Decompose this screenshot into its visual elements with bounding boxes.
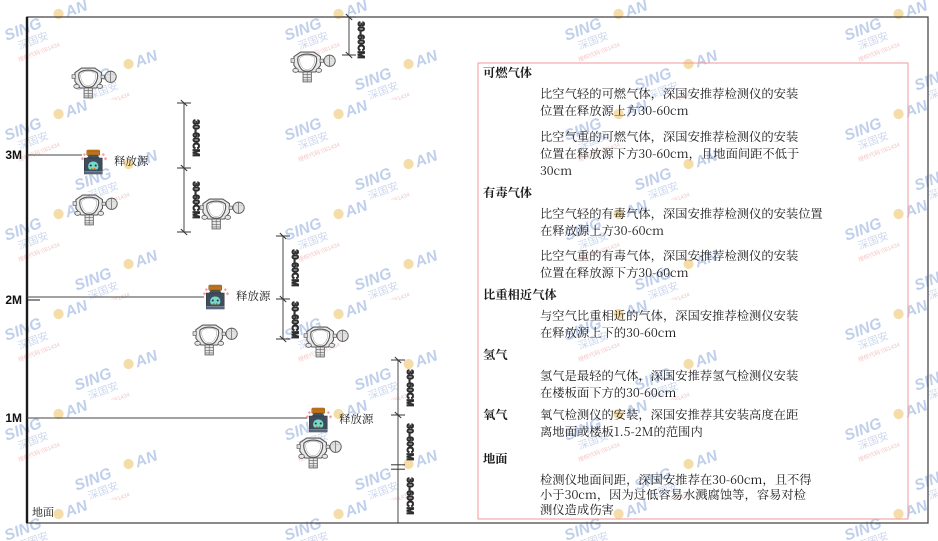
svg-text:1M: 1M	[5, 411, 22, 425]
svg-text:比空气重的可燃气体，深国安推荐检测仪的安装: 比空气重的可燃气体，深国安推荐检测仪的安装	[540, 127, 798, 145]
svg-text:氧气: 氧气	[483, 405, 508, 423]
svg-text:比空气重的有毒气体，深国安推荐检测仪的安装: 比空气重的有毒气体，深国安推荐检测仪的安装	[540, 246, 798, 264]
svg-text:释放源: 释放源	[339, 411, 374, 427]
svg-text:有毒气体: 有毒气体	[483, 183, 533, 201]
svg-text:2M: 2M	[5, 293, 22, 307]
svg-text:释放源: 释放源	[236, 288, 271, 304]
svg-text:离地面或楼板1.5-2M的范围内: 离地面或楼板1.5-2M的范围内	[540, 422, 703, 440]
svg-text:地面: 地面	[483, 449, 508, 467]
svg-text:氧气检测仪的安装，深国安推荐其安装高度在距: 氧气检测仪的安装，深国安推荐其安装高度在距	[540, 405, 798, 423]
svg-text:可燃气体: 可燃气体	[483, 63, 533, 81]
svg-text:在楼板面下方的30-60cm: 在楼板面下方的30-60cm	[540, 383, 676, 401]
svg-text:30-60CM: 30-60CM	[356, 21, 366, 58]
svg-text:30-60CM: 30-60CM	[191, 119, 201, 156]
svg-text:氢气是最轻的气体，深国安推荐氢气检测仪安装: 氢气是最轻的气体，深国安推荐氢气检测仪安装	[540, 366, 798, 384]
svg-text:30-60CM: 30-60CM	[290, 301, 300, 338]
svg-text:30-60CM: 30-60CM	[405, 423, 415, 460]
svg-text:位置在释放源上方30-60cm: 位置在释放源上方30-60cm	[540, 101, 689, 119]
svg-text:测仪造成伤害: 测仪造成伤害	[540, 500, 614, 518]
svg-text:30-60CM: 30-60CM	[405, 477, 415, 514]
svg-text:30-60CM: 30-60CM	[405, 369, 415, 406]
svg-text:释放源: 释放源	[114, 153, 149, 169]
svg-text:地面: 地面	[32, 504, 54, 520]
svg-text:3M: 3M	[5, 148, 22, 162]
svg-text:在释放源上方30-60cm: 在释放源上方30-60cm	[540, 221, 664, 239]
svg-text:30-60CM: 30-60CM	[191, 181, 201, 218]
svg-text:与空气比重相近的气体，深国安推荐检测仪安装: 与空气比重相近的气体，深国安推荐检测仪安装	[540, 306, 798, 324]
svg-text:30cm: 30cm	[540, 161, 572, 179]
svg-text:位置在释放源下方30-60cm，且地面间距不低于: 位置在释放源下方30-60cm，且地面间距不低于	[540, 144, 799, 162]
svg-text:比空气轻的可燃气体，深国安推荐检测仪的安装: 比空气轻的可燃气体，深国安推荐检测仪的安装	[540, 84, 798, 102]
svg-text:30-60CM: 30-60CM	[290, 249, 300, 286]
svg-text:比空气轻的有毒气体，深国安推荐检测仪的安装位置: 比空气轻的有毒气体，深国安推荐检测仪的安装位置	[540, 204, 823, 222]
svg-text:在释放源上下的30-60cm: 在释放源上下的30-60cm	[540, 323, 676, 341]
svg-text:比重相近气体: 比重相近气体	[483, 285, 557, 303]
svg-text:氢气: 氢气	[483, 345, 508, 363]
svg-text:位置在释放源下方30-60cm: 位置在释放源下方30-60cm	[540, 263, 689, 281]
